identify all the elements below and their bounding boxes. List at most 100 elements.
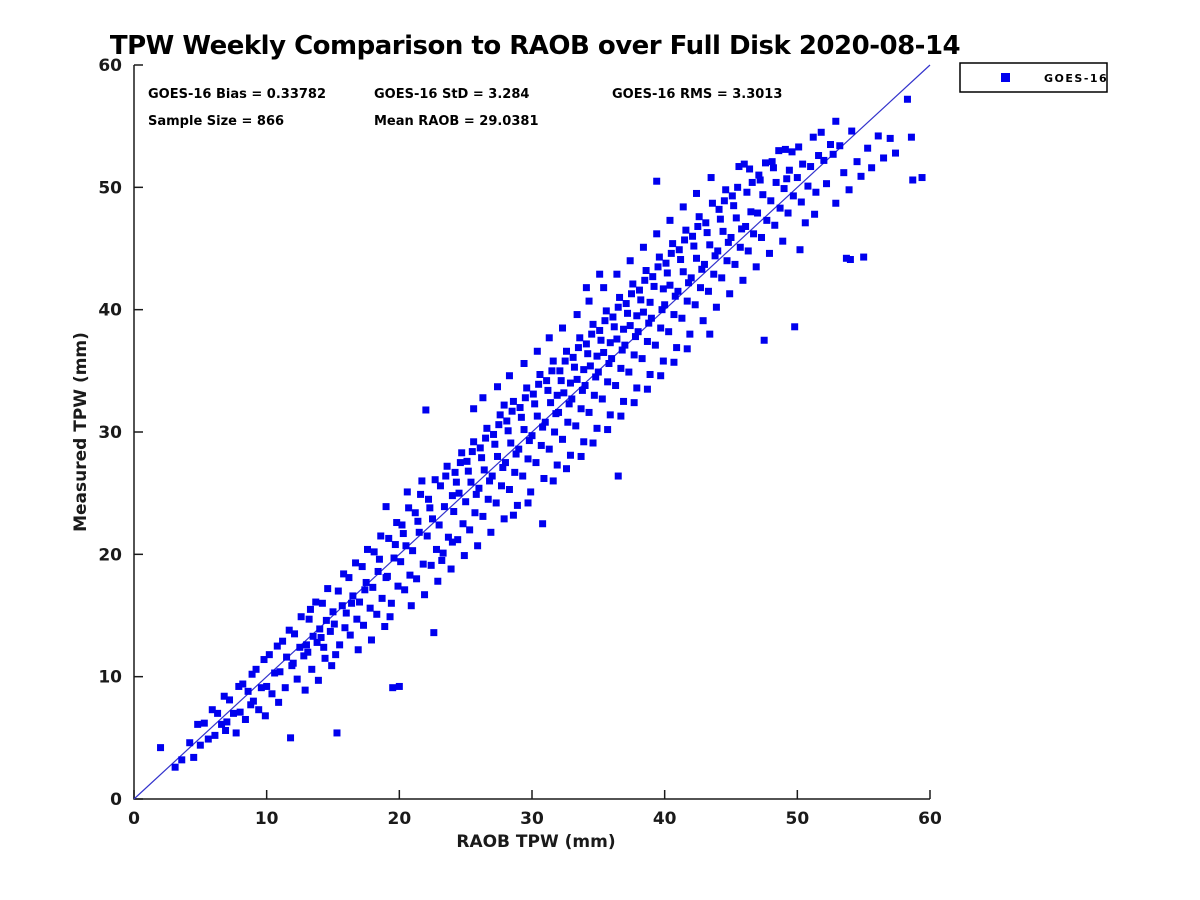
scatter-point bbox=[519, 472, 527, 480]
scatter-point bbox=[385, 534, 393, 542]
scatter-point bbox=[479, 512, 487, 520]
scatter-point bbox=[655, 253, 663, 261]
scatter-point bbox=[378, 594, 386, 602]
scatter-point bbox=[886, 134, 894, 142]
scatter-point bbox=[509, 511, 517, 519]
scatter-point bbox=[499, 463, 507, 471]
scatter-point bbox=[793, 174, 801, 182]
scatter-point bbox=[715, 205, 723, 213]
scatter-point bbox=[342, 609, 350, 617]
scatter-point bbox=[490, 430, 498, 438]
scatter-point bbox=[617, 412, 625, 420]
scatter-point bbox=[613, 335, 621, 343]
scatter-point bbox=[418, 477, 426, 485]
scatter-point bbox=[422, 406, 430, 414]
scatter-point bbox=[393, 519, 401, 527]
scatter-point bbox=[370, 548, 378, 556]
scatter-point bbox=[455, 489, 463, 497]
scatter-point bbox=[346, 631, 354, 639]
scatter-point bbox=[693, 254, 701, 262]
scatter-point bbox=[726, 290, 734, 298]
scatter-point bbox=[647, 314, 655, 322]
scatter-point bbox=[487, 528, 495, 536]
scatter-point bbox=[909, 176, 917, 184]
scatter-point bbox=[577, 452, 585, 460]
scatter-point bbox=[533, 347, 541, 355]
scatter-point bbox=[785, 166, 793, 174]
scatter-point bbox=[678, 314, 686, 322]
scatter-point bbox=[832, 117, 840, 125]
scatter-point bbox=[345, 574, 353, 582]
scatter-point bbox=[642, 267, 650, 275]
scatter-point bbox=[769, 164, 777, 172]
scatter-point bbox=[333, 729, 341, 737]
scatter-point bbox=[208, 706, 216, 714]
scatter-point bbox=[712, 303, 720, 311]
scatter-point bbox=[614, 303, 622, 311]
x-tick-label: 40 bbox=[653, 809, 677, 829]
scatter-point bbox=[783, 175, 791, 183]
scatter-point bbox=[450, 508, 458, 516]
scatter-point bbox=[646, 298, 654, 306]
scatter-point bbox=[218, 720, 226, 728]
scatter-point bbox=[820, 156, 828, 164]
scatter-point bbox=[529, 390, 537, 398]
scatter-point bbox=[799, 160, 807, 168]
scatter-point bbox=[704, 287, 712, 295]
scatter-point bbox=[425, 495, 433, 503]
scatter-point bbox=[348, 599, 356, 607]
scatter-point bbox=[194, 720, 202, 728]
scatter-point bbox=[306, 605, 314, 613]
scatter-point bbox=[574, 344, 582, 352]
scatter-point bbox=[620, 397, 628, 405]
scatter-point bbox=[776, 204, 784, 212]
scatter-point bbox=[497, 482, 505, 490]
scatter-point bbox=[666, 281, 674, 289]
legend-box bbox=[959, 62, 1108, 93]
scatter-point bbox=[702, 219, 710, 227]
scatter-point bbox=[756, 176, 764, 184]
scatter-point bbox=[354, 646, 362, 654]
scatter-points-layer bbox=[157, 95, 926, 771]
scatter-point bbox=[600, 284, 608, 292]
scatter-point bbox=[334, 587, 342, 595]
scatter-point bbox=[654, 263, 662, 271]
scatter-point bbox=[413, 575, 421, 583]
scatter-point bbox=[289, 659, 297, 667]
scatter-point bbox=[382, 503, 390, 511]
scatter-point bbox=[363, 545, 371, 553]
scatter-point bbox=[671, 292, 679, 300]
scatter-point bbox=[649, 273, 657, 281]
scatter-point bbox=[801, 219, 809, 227]
scatter-point bbox=[682, 226, 690, 234]
scatter-point bbox=[556, 367, 564, 375]
scatter-point bbox=[340, 570, 348, 578]
scatter-point bbox=[480, 466, 488, 474]
scatter-point bbox=[276, 668, 284, 676]
scatter-point bbox=[683, 345, 691, 353]
scatter-point bbox=[681, 236, 689, 244]
scatter-point bbox=[679, 268, 687, 276]
scatter-point bbox=[515, 445, 523, 453]
scatter-point bbox=[864, 144, 872, 152]
x-axis-label: RAOB TPW (mm) bbox=[456, 832, 615, 852]
scatter-point bbox=[533, 412, 541, 420]
scatter-point bbox=[738, 225, 746, 233]
scatter-point bbox=[747, 208, 755, 216]
scatter-point bbox=[626, 322, 634, 330]
scatter-point bbox=[405, 504, 413, 512]
stat-std: GOES-16 StD = 3.284 bbox=[374, 87, 529, 102]
scatter-point bbox=[695, 213, 703, 221]
scatter-point bbox=[421, 591, 429, 599]
scatter-point bbox=[653, 230, 661, 238]
scatter-point bbox=[677, 256, 685, 264]
scatter-point bbox=[650, 282, 658, 290]
y-tick-label: 60 bbox=[98, 56, 122, 76]
scatter-point bbox=[768, 158, 776, 166]
scatter-point bbox=[633, 312, 641, 320]
scatter-point bbox=[476, 444, 484, 452]
scatter-point bbox=[395, 682, 403, 690]
scatter-point bbox=[537, 441, 545, 449]
